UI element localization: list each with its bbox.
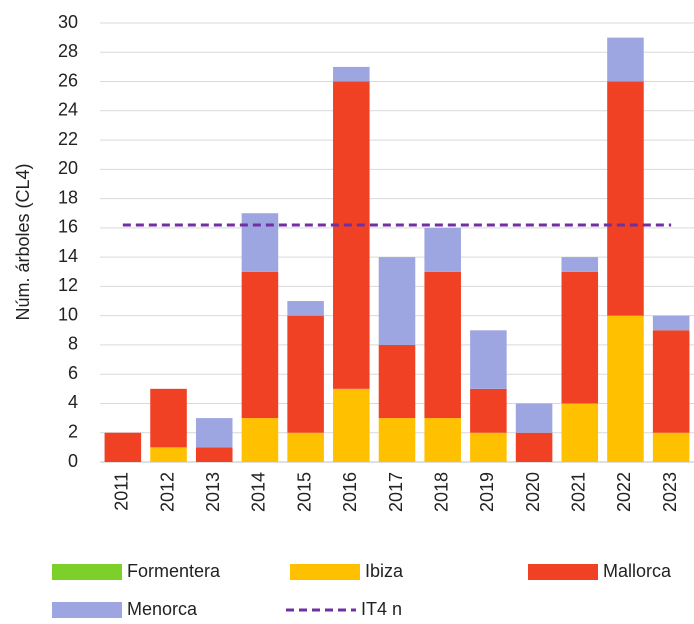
- bar: [607, 37, 644, 82]
- bar: [287, 315, 324, 433]
- y-tick-label: 26: [58, 70, 78, 90]
- bar: [241, 418, 279, 462]
- bar: [195, 447, 233, 462]
- bar: [424, 418, 461, 462]
- y-tick-label: 4: [68, 392, 78, 412]
- y-tick-label: 20: [58, 158, 78, 178]
- x-tick-label: 2020: [523, 472, 543, 512]
- legend-swatch: [52, 602, 122, 618]
- legend-label: Mallorca: [603, 561, 672, 581]
- bar: [515, 432, 553, 462]
- bar: [378, 344, 416, 419]
- bar: [470, 432, 507, 462]
- legend-swatch: [528, 564, 598, 580]
- y-axis-label: Núm. árboles (CL4): [13, 163, 33, 320]
- x-tick-label: 2016: [340, 472, 360, 512]
- x-tick-label: 2017: [386, 472, 406, 512]
- bar: [470, 330, 507, 389]
- y-tick-label: 16: [58, 217, 78, 237]
- y-tick-label: 10: [58, 304, 78, 324]
- bar: [241, 213, 279, 272]
- y-tick-label: 8: [68, 334, 78, 354]
- bar: [287, 432, 324, 462]
- bar: [561, 257, 599, 272]
- x-tick-label: 2014: [249, 472, 269, 512]
- bar: [150, 447, 187, 462]
- bar: [378, 257, 416, 345]
- bar: [333, 388, 370, 462]
- bar: [652, 330, 690, 433]
- bar: [607, 315, 644, 462]
- bar: [104, 432, 142, 462]
- y-tick-label: 24: [58, 100, 78, 120]
- x-tick-label: 2023: [660, 472, 680, 512]
- y-tick-label: 0: [68, 451, 78, 471]
- bar: [424, 227, 461, 272]
- y-tick-label: 18: [58, 187, 78, 207]
- legend-label: Ibiza: [365, 561, 404, 581]
- bar: [515, 403, 553, 433]
- x-tick-label: 2022: [614, 472, 634, 512]
- y-tick-label: 30: [58, 12, 78, 32]
- bar: [241, 271, 279, 419]
- legend-label: Formentera: [127, 561, 221, 581]
- bar: [150, 388, 187, 448]
- y-tick-label: 6: [68, 363, 78, 383]
- bar: [561, 271, 599, 404]
- bar: [424, 271, 461, 419]
- bar: [652, 315, 690, 331]
- bar: [561, 403, 599, 462]
- x-tick-label: 2021: [569, 472, 589, 512]
- bar: [607, 81, 644, 316]
- bar: [378, 418, 416, 462]
- legend-swatch: [290, 564, 360, 580]
- x-tick-label: 2012: [157, 472, 177, 512]
- legend-swatch: [52, 564, 122, 580]
- bar: [333, 81, 370, 389]
- y-tick-label: 2: [68, 421, 78, 441]
- y-tick-label: 22: [58, 129, 78, 149]
- bar: [195, 418, 233, 448]
- bar: [333, 66, 370, 82]
- legend-label: Menorca: [127, 599, 198, 619]
- x-tick-label: 2013: [203, 472, 223, 512]
- y-tick-label: 28: [58, 41, 78, 61]
- bar: [470, 388, 507, 433]
- x-tick-label: 2015: [294, 472, 314, 512]
- y-tick-label: 12: [58, 275, 78, 295]
- x-tick-label: 2019: [477, 472, 497, 512]
- y-tick-label: 14: [58, 246, 78, 266]
- bar: [652, 432, 690, 462]
- x-tick-label: 2011: [112, 472, 132, 511]
- bar: [287, 301, 324, 316]
- legend-label: IT4 n: [361, 599, 402, 619]
- x-tick-label: 2018: [431, 472, 451, 512]
